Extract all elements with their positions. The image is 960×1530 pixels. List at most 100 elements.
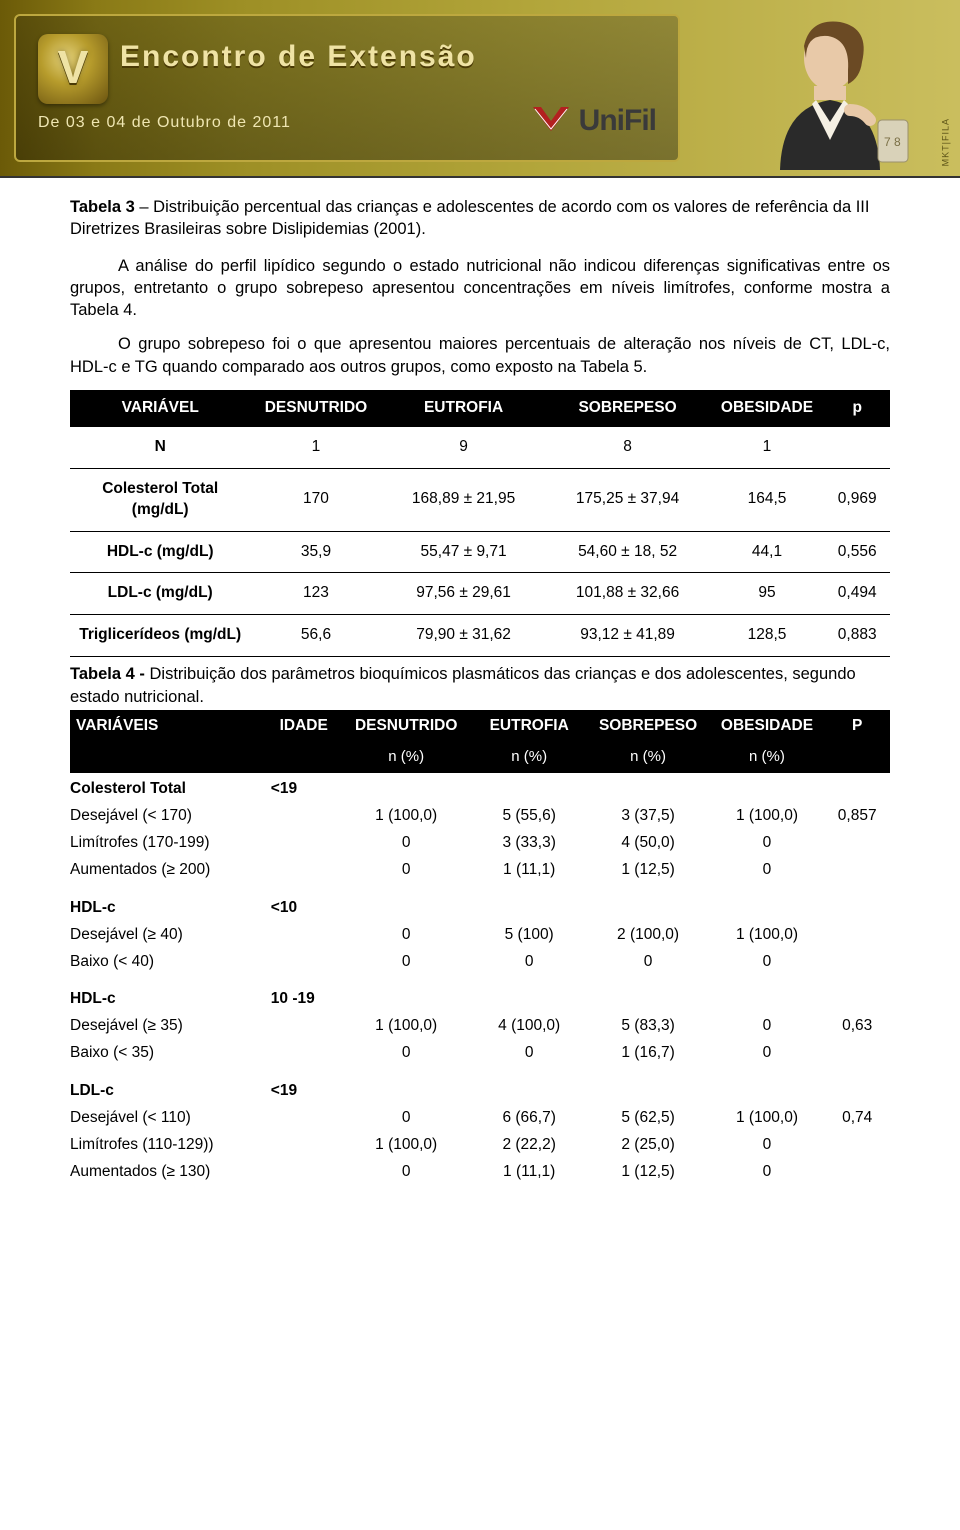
- t5-cell: 1 (100,0): [341, 803, 472, 830]
- t5-cell: 0: [341, 949, 472, 976]
- t4-h2: EUTROFIA: [382, 390, 546, 427]
- t5-row: Limítrofes (110-129))1 (100,0)2 (22,2)2 …: [70, 1132, 890, 1159]
- t5-cell: 2 (100,0): [587, 922, 710, 949]
- t5-h2: DESNUTRIDO: [341, 710, 472, 743]
- t5-cell: [824, 773, 890, 803]
- t5-h4: SOBREPESO: [587, 710, 710, 743]
- t5-cell: [267, 1105, 341, 1132]
- banner-title: Encontro de Extensão: [120, 40, 477, 74]
- t5-cell: 0: [472, 949, 587, 976]
- t5-cell: 1 (11,1): [472, 1159, 587, 1186]
- t5-cell: [472, 773, 587, 803]
- t5-row-label: Desejável (< 110): [70, 1105, 267, 1132]
- t5-cell: [710, 1067, 825, 1105]
- t4-cell: 8: [546, 427, 710, 468]
- t5-cell: [824, 1132, 890, 1159]
- t5-cell: 0: [710, 949, 825, 976]
- t5-cell: [710, 884, 825, 922]
- table5-subheader-row: n (%) n (%) n (%) n (%): [70, 743, 890, 773]
- t5-cell: 0: [710, 1013, 825, 1040]
- t5-h1: IDADE: [267, 710, 341, 743]
- t5-cell: [824, 884, 890, 922]
- table4-row: HDL-c (mg/dL)35,955,47 ± 9,7154,60 ± 18,…: [70, 531, 890, 573]
- t5-cell: 1 (11,1): [472, 857, 587, 884]
- t5-row-label: Limítrofes (170-199): [70, 830, 267, 857]
- t5-cell: [341, 975, 472, 1013]
- table4-caption-rest: Distribuição dos parâmetros bioquímicos …: [70, 665, 856, 705]
- t5-cell: 0: [710, 857, 825, 884]
- t5-cell: 0: [587, 949, 710, 976]
- t5-cell: 0: [341, 1040, 472, 1067]
- t5-cell: [824, 1067, 890, 1105]
- t4-cell: 0,556: [824, 531, 890, 573]
- table4-row: Colesterol Total (mg/dL)170168,89 ± 21,9…: [70, 468, 890, 531]
- paragraph-2: O grupo sobrepeso foi o que apresentou m…: [70, 333, 890, 378]
- t5-cell: [710, 773, 825, 803]
- t5-cell: 0: [341, 830, 472, 857]
- t5-row-label: Aumentados (≥ 130): [70, 1159, 267, 1186]
- t5-h6: P: [824, 710, 890, 743]
- t5-cell: [824, 975, 890, 1013]
- t5-group-header: LDL-c<19: [70, 1067, 890, 1105]
- t4-cell: 175,25 ± 37,94: [546, 468, 710, 531]
- t5-s4: n (%): [587, 743, 710, 773]
- t5-cell: 3 (37,5): [587, 803, 710, 830]
- t5-row: Desejável (< 110)06 (66,7)5 (62,5)1 (100…: [70, 1105, 890, 1132]
- banner-v-badge: [38, 34, 108, 104]
- t4-row-label: Triglicerídeos (mg/dL): [70, 615, 250, 657]
- t5-cell: 0: [341, 857, 472, 884]
- t5-cell: 0,857: [824, 803, 890, 830]
- t4-cell: 1: [710, 427, 825, 468]
- t5-cell: [341, 1067, 472, 1105]
- t5-cell: [587, 1067, 710, 1105]
- t4-cell: 55,47 ± 9,71: [382, 531, 546, 573]
- t5-row: Baixo (< 35)001 (16,7)0: [70, 1040, 890, 1067]
- t5-row-label: Aumentados (≥ 200): [70, 857, 267, 884]
- t4-h3: SOBREPESO: [546, 390, 710, 427]
- t4-cell: 44,1: [710, 531, 825, 573]
- t5-cell: [267, 922, 341, 949]
- t4-cell: 9: [382, 427, 546, 468]
- t5-h5: OBESIDADE: [710, 710, 825, 743]
- t5-cell: [587, 975, 710, 1013]
- table3-caption-rest: – Distribuição percentual das crianças e…: [70, 198, 869, 238]
- t5-cell: 1 (100,0): [341, 1132, 472, 1159]
- unifil-text: UniFil: [579, 104, 656, 138]
- t5-cell: [267, 949, 341, 976]
- t5-cell: 0,74: [824, 1105, 890, 1132]
- table3-caption-bold: Tabela 3: [70, 198, 135, 216]
- t5-cell: [341, 773, 472, 803]
- t5-cell: 0: [710, 1132, 825, 1159]
- t5-cell: [267, 857, 341, 884]
- svg-text:7 8: 7 8: [884, 135, 901, 149]
- t4-row-label: HDL-c (mg/dL): [70, 531, 250, 573]
- t5-group-name: Colesterol Total: [70, 773, 267, 803]
- t4-cell: 164,5: [710, 468, 825, 531]
- paragraph-1: A análise do perfil lipídico segundo o e…: [70, 255, 890, 322]
- table4-header-row: VARIÁVEL DESNUTRIDO EUTROFIA SOBREPESO O…: [70, 390, 890, 427]
- t5-cell: [824, 1040, 890, 1067]
- t5-cell: [824, 830, 890, 857]
- t5-h0: VARIÁVEIS: [70, 710, 267, 743]
- t5-cell: [267, 1040, 341, 1067]
- t5-row-label: Desejável (≥ 35): [70, 1013, 267, 1040]
- t5-cell: [587, 884, 710, 922]
- t5-cell: 5 (83,3): [587, 1013, 710, 1040]
- t5-cell: 1 (100,0): [710, 803, 825, 830]
- t5-cell: [710, 975, 825, 1013]
- t5-cell: [267, 830, 341, 857]
- t5-cell: 5 (55,6): [472, 803, 587, 830]
- table4-row: Triglicerídeos (mg/dL)56,679,90 ± 31,629…: [70, 615, 890, 657]
- table4-caption-bold: Tabela 4 -: [70, 665, 149, 683]
- banner-inset: Encontro de Extensão De 03 e 04 de Outub…: [14, 14, 680, 162]
- banner-dates: De 03 e 04 de Outubro de 2011: [38, 114, 291, 132]
- t4-cell: 97,56 ± 29,61: [382, 573, 546, 615]
- t5-row: Limítrofes (170-199)03 (33,3)4 (50,0)0: [70, 830, 890, 857]
- t5-cell: 5 (100): [472, 922, 587, 949]
- t4-cell: 54,60 ± 18, 52: [546, 531, 710, 573]
- t5-group-name: HDL-c: [70, 975, 267, 1013]
- t5-cell: 0: [341, 1105, 472, 1132]
- t5-cell: 0: [341, 1159, 472, 1186]
- t5-row: Aumentados (≥ 200)01 (11,1)1 (12,5)0: [70, 857, 890, 884]
- t5-cell: [824, 949, 890, 976]
